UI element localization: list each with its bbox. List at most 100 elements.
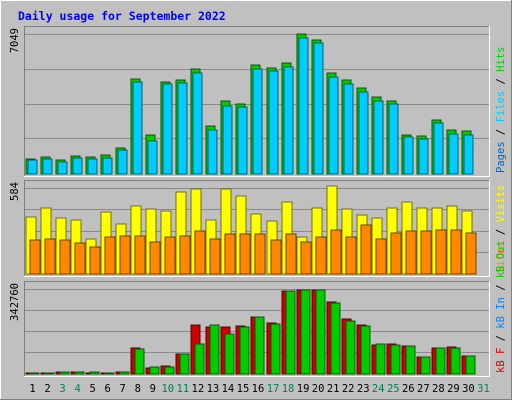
- bar-sites: [285, 233, 297, 275]
- legend-entry: kB F: [495, 348, 507, 373]
- bar-kb-out: [164, 366, 175, 375]
- legend-entry: kB Out: [495, 240, 507, 278]
- bar-kb-out: [224, 333, 235, 375]
- panel-legend: kB F / kB In / kB Out: [495, 240, 507, 373]
- x-tick-label: 15: [237, 383, 250, 395]
- x-tick-label: 7: [120, 383, 126, 395]
- x-tick-label: 21: [327, 383, 340, 395]
- bar-files: [358, 91, 369, 175]
- bar-sites: [405, 230, 417, 275]
- x-axis-labels: 1 2 3 4 5 6 7 8 9 10 11 12 13 14 15 16 17 18 19 20 21 22 23 24 2…: [29, 383, 489, 395]
- bar-files: [102, 157, 113, 175]
- bar-files: [463, 134, 474, 175]
- bar-files: [252, 68, 263, 175]
- bar-sites: [89, 246, 101, 275]
- x-tick-label: 4: [74, 383, 80, 395]
- legend-entry: Sites: [495, 241, 507, 273]
- bar-kb-out: [300, 289, 311, 375]
- bar-sites: [375, 238, 387, 275]
- bar-sites: [450, 229, 462, 275]
- bar-kb-out: [194, 343, 205, 375]
- bar-kb-out: [270, 323, 281, 375]
- x-tick-label: 9: [150, 383, 156, 395]
- bar-files: [388, 103, 399, 175]
- x-tick-label: 26: [402, 383, 415, 395]
- bar-sites: [164, 236, 176, 275]
- panel-hits-files-pages: 7049 Pages / Files / Hits: [9, 26, 507, 177]
- bar-files: [313, 42, 324, 175]
- legend-separator: /: [495, 278, 507, 297]
- x-tick-label: 28: [432, 383, 445, 395]
- bar-files: [147, 140, 158, 175]
- x-tick-label: 22: [342, 383, 355, 395]
- x-tick-label: 24: [372, 383, 385, 395]
- panel-visits-sites: 584 Sites / Visits: [9, 180, 507, 277]
- x-tick-label: 8: [135, 383, 141, 395]
- bar-kb-out: [285, 290, 296, 375]
- panel-legend: Pages / Files / Hits: [495, 47, 507, 173]
- x-tick-label: 20: [312, 383, 325, 395]
- bar-kb-out: [254, 316, 265, 375]
- bar-kb-out: [74, 371, 85, 375]
- bar-files: [117, 149, 128, 175]
- x-tick-label: 16: [252, 383, 265, 395]
- bar-kb-out: [450, 347, 461, 375]
- bar-files: [237, 106, 248, 175]
- bar-sites: [330, 229, 342, 275]
- bar-files: [87, 158, 98, 175]
- bar-kb-out: [315, 289, 326, 375]
- x-tick-label: 14: [222, 383, 235, 395]
- x-tick-label: 19: [297, 383, 310, 395]
- bar-files: [283, 66, 294, 175]
- bar-kb-out: [134, 348, 145, 375]
- x-tick-label: 2: [44, 383, 50, 395]
- bar-files: [433, 122, 444, 175]
- panel-max-label: 7049: [9, 28, 21, 53]
- bar-files: [72, 157, 83, 175]
- bar-sites: [209, 238, 221, 275]
- x-tick-label: 30: [462, 383, 475, 395]
- bar-sites: [29, 239, 41, 275]
- bar-sites: [194, 230, 206, 275]
- bar-files: [57, 161, 68, 175]
- bar-kb-out: [209, 324, 220, 375]
- bar-kb-out: [375, 343, 386, 375]
- bar-files: [222, 105, 233, 175]
- bar-sites: [239, 233, 251, 275]
- bar-files: [448, 133, 459, 175]
- bar-files: [42, 158, 53, 175]
- bar-sites: [104, 236, 116, 275]
- bar-files: [373, 100, 384, 175]
- legend-separator: /: [495, 72, 507, 91]
- bar-kb-out: [390, 344, 401, 375]
- bar-files: [298, 37, 309, 175]
- bar-kb-out: [44, 372, 55, 375]
- bar-sites: [119, 235, 131, 275]
- bar-sites: [74, 242, 86, 275]
- bar-sites: [149, 241, 161, 275]
- bar-sites: [224, 233, 236, 275]
- x-tick-label: 25: [387, 383, 400, 395]
- bar-sites: [315, 236, 327, 275]
- x-tick-label: 23: [357, 383, 370, 395]
- bar-sites: [360, 224, 372, 275]
- bar-sites: [300, 241, 312, 275]
- bar-sites: [390, 232, 402, 275]
- bar-sites: [44, 238, 56, 275]
- bar-sites: [420, 230, 432, 275]
- bar-kb-out: [119, 371, 130, 375]
- x-tick-label: 5: [89, 383, 95, 395]
- panel-max-label: 584: [9, 182, 21, 201]
- x-tick-label: 10: [161, 383, 174, 395]
- x-tick-label: 3: [59, 383, 65, 395]
- bar-sites: [179, 235, 191, 275]
- bar-kb-out: [345, 320, 356, 375]
- bar-files: [162, 83, 173, 175]
- bar-files: [177, 82, 188, 175]
- bar-sites: [345, 236, 357, 275]
- legend-entry: Hits: [495, 47, 507, 72]
- bar-files: [207, 129, 218, 175]
- x-tick-label: 11: [177, 383, 190, 395]
- legend-separator: /: [495, 222, 507, 241]
